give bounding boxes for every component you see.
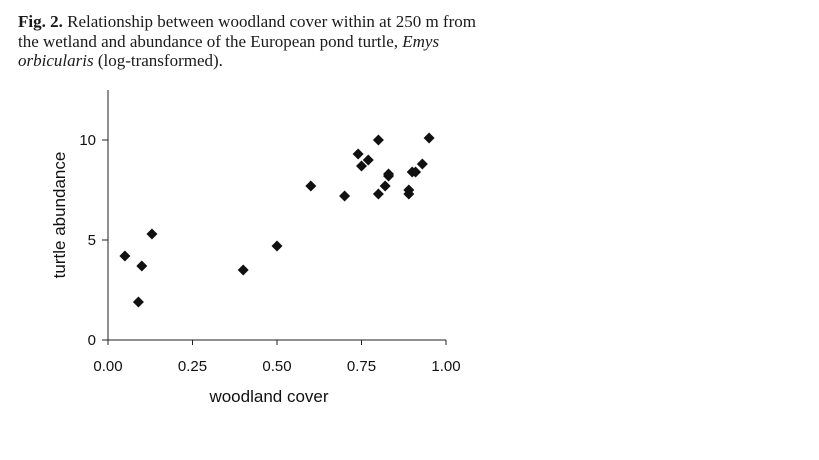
- y-tick-label: 0: [88, 332, 96, 349]
- data-point-diamond: [383, 168, 395, 180]
- caption-species-name: Emys orbicularis: [18, 31, 440, 71]
- data-point-diamond: [136, 260, 148, 272]
- x-tick-label: 1.00: [431, 358, 460, 375]
- figure-caption: Fig. 2. Relationship between woodland co…: [18, 12, 488, 71]
- y-tick-label: 10: [79, 132, 96, 149]
- y-axis-label: turtle abundance: [50, 152, 69, 279]
- chart-axes: [107, 90, 446, 341]
- data-point-diamond: [410, 166, 422, 178]
- x-tick-label: 0.25: [178, 358, 207, 375]
- data-point-diamond: [372, 188, 384, 200]
- data-point-diamond: [146, 228, 158, 240]
- data-point-diamond: [362, 154, 374, 166]
- y-tick-label: 5: [88, 232, 96, 249]
- data-points: [119, 132, 435, 308]
- data-point-diamond: [356, 160, 367, 172]
- data-point-diamond: [352, 148, 364, 160]
- data-point-diamond: [379, 180, 391, 192]
- data-point-diamond: [119, 250, 131, 262]
- data-point-diamond: [372, 134, 384, 146]
- x-tick-label: 0.75: [347, 358, 376, 375]
- caption-text: Relationship between woodland cover with…: [18, 12, 476, 51]
- data-point-diamond: [237, 264, 249, 276]
- data-point-diamond: [423, 132, 435, 144]
- x-axis-label: woodland cover: [208, 387, 328, 406]
- x-tick-label: 0.50: [262, 358, 291, 375]
- data-point-diamond: [416, 158, 428, 170]
- data-point-diamond: [271, 240, 283, 252]
- x-tick-label: 0.00: [93, 358, 122, 375]
- x-axis-ticks: 0.00 0.25 0.50 0.75 1.00: [93, 340, 461, 375]
- data-point-diamond: [305, 180, 317, 192]
- figure-number: Fig. 2.: [18, 12, 63, 31]
- caption-text-end: (log-transformed).: [97, 51, 223, 70]
- data-point-diamond: [403, 188, 415, 200]
- data-point-diamond: [132, 296, 144, 308]
- data-point-diamond: [339, 190, 351, 202]
- y-axis-ticks: 0 5 10: [79, 132, 108, 349]
